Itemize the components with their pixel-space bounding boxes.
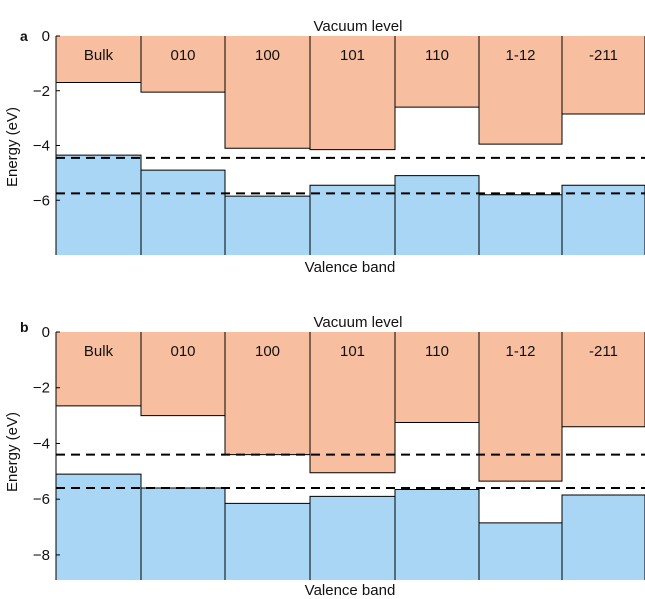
panel-b-y-tick-label-2: −4 (33, 435, 50, 452)
panel-a-ylabel: Energy (eV) (4, 107, 21, 187)
panel-b-conduction-bar-1-12 (479, 332, 562, 482)
panel-a-conduction-bar-101 (310, 36, 395, 150)
panel-a-category-label-110: 110 (425, 47, 449, 64)
panel-a-bars (55, 36, 645, 255)
panel-b-y-tick-label-0: 0 (42, 324, 50, 341)
panel-b-conduction-outline--211 (561, 332, 645, 428)
panel-a-category-label-Bulk: Bulk (84, 47, 114, 64)
panel-a-category-label--211: -211 (589, 47, 618, 64)
panel-a-conduction-bar-1-12 (479, 36, 562, 145)
panel-a-category-labels: Bulk 010 100 101 110 1-12 -211 (84, 47, 618, 64)
panel-b-category-labels: Bulk 010 100 101 110 1-12 -211 (84, 343, 618, 360)
panel-a-reference-lines (56, 156, 645, 195)
panel-b-valence-bar-1-12 (479, 522, 562, 580)
panel-b-category-label-010: 010 (170, 343, 195, 360)
panel-a-y-tick-label-1: −2 (33, 83, 50, 100)
panel-a-conduction-outline--211 (561, 36, 645, 115)
panel-b-valence-bar-010 (141, 488, 225, 580)
panel-b-valence-bar-100 (225, 503, 310, 580)
panel-b-valence-bar--211 (562, 495, 645, 580)
panel-a-y-tick-label-3: −6 (33, 192, 50, 209)
panel-a-y-tick-label-0: 0 (42, 28, 50, 45)
panel-a-category-label-100: 100 (255, 47, 280, 64)
panel-b-axes: 0 −2 −4 −6 −8 (33, 324, 60, 580)
panel-a-valence-bar-Bulk (56, 155, 141, 255)
panel-a-conduction-bar-100 (225, 36, 310, 149)
panel-a-valence-bar-101 (310, 185, 395, 255)
panel-a: a Vacuum level Valence band Energy (eV) … (4, 18, 645, 276)
panel-b-title: Vacuum level (314, 314, 403, 331)
panel-b-category-label-Bulk: Bulk (84, 343, 114, 360)
panel-b-conduction-bar-010 (141, 332, 225, 416)
panel-a-category-label-101: 101 (340, 47, 365, 64)
panel-b-valence-bar-101 (310, 496, 395, 580)
panel-a-conduction-bar--211 (562, 36, 645, 115)
panel-a-valence-outline--211 (561, 184, 645, 255)
panel-a-conduction-bar-110 (395, 36, 479, 108)
panel-b-valence-bar-110 (395, 489, 479, 580)
panel-a-valence-bar-100 (225, 196, 310, 255)
panel-a-category-label-1-12: 1-12 (505, 47, 535, 64)
panel-b-category-label-100: 100 (255, 343, 280, 360)
panel-b-ylabel: Energy (eV) (4, 412, 21, 492)
panel-b-conduction-bar-101 (310, 332, 395, 473)
panel-b-xlabel: Valence band (305, 582, 396, 599)
panel-a-axes: 0 −2 −4 −6 (33, 28, 60, 255)
panel-a-title: Vacuum level (314, 18, 403, 35)
panel-a-category-label-010: 010 (170, 47, 195, 64)
panel-b-conduction-bar-Bulk (56, 332, 141, 406)
panel-b-y-tick-label-1: −2 (33, 380, 50, 397)
panel-b-valence-bar-Bulk (56, 474, 141, 580)
panel-b-category-label-110: 110 (425, 343, 449, 360)
panel-a-valence-bar-010 (141, 170, 225, 255)
panel-b-category-label--211: -211 (589, 343, 618, 360)
panel-a-conduction-bar-Bulk (56, 36, 141, 83)
panel-a-valence-bar--211 (562, 185, 645, 255)
panel-b: b Vacuum level Valence band Energy (eV) … (4, 314, 645, 599)
panel-b-y-tick-label-4: −8 (33, 547, 50, 564)
panel-b-conduction-bar--211 (562, 332, 645, 427)
panel-a-y-tick-label-2: −4 (33, 138, 50, 155)
panel-b-label: b (20, 319, 29, 335)
panel-b-category-label-101: 101 (340, 343, 365, 360)
panel-a-conduction-bar-010 (141, 36, 225, 93)
panel-b-valence-outline--211 (561, 494, 645, 580)
panel-a-xlabel: Valence band (305, 259, 396, 276)
panel-b-conduction-bar-110 (395, 332, 479, 423)
panel-b-conduction-bar-100 (225, 332, 310, 455)
panel-a-valence-bar-110 (395, 175, 479, 255)
panel-b-reference-lines (56, 453, 645, 490)
panel-a-label: a (20, 28, 28, 44)
panel-b-category-label-1-12: 1-12 (505, 343, 535, 360)
panel-b-bars (55, 332, 645, 580)
panel-a-valence-bar-1-12 (479, 194, 562, 255)
panel-b-y-tick-label-3: −6 (33, 491, 50, 508)
